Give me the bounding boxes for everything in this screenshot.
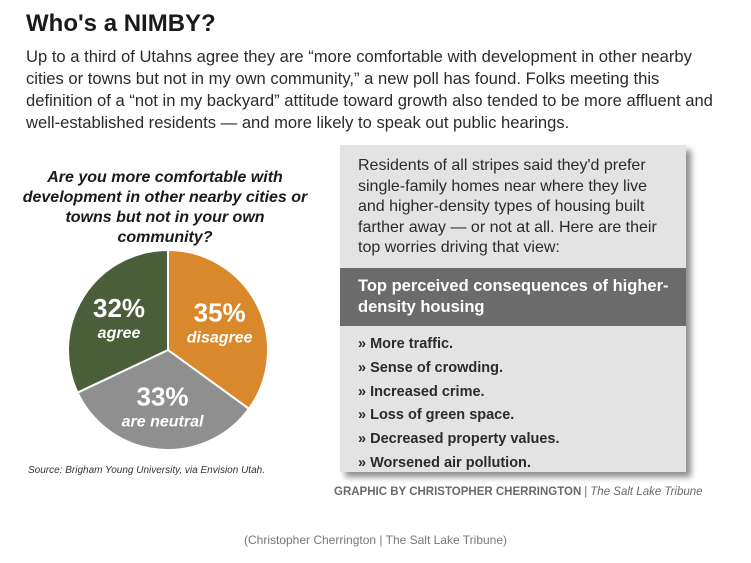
slice-value-label: 33% [137, 382, 189, 412]
list-item: » More traffic. [358, 336, 454, 352]
page-title: Who's a NIMBY? [26, 10, 216, 37]
pie-chart: 35% disagree 33% are neutral 32% agree [67, 248, 269, 451]
sidebar-heading: Top perceived consequences of higher-den… [358, 277, 669, 316]
slice-category-label: are neutral [122, 414, 204, 431]
credit-publication: The Salt Lake Tribune [590, 486, 703, 498]
list-item: » Increased crime. [358, 383, 485, 400]
pie-slice-are-neutral [76, 348, 251, 451]
source-note: Source: Brigham Young University, via En… [28, 465, 265, 476]
chart-title: Are you more comfortable with developmen… [22, 169, 308, 246]
list-item: » Worsened air pollution. [358, 454, 531, 471]
list-item: » Sense of crowding. [358, 359, 504, 376]
list-item: » Decreased property values. [358, 431, 560, 448]
credit-byline: GRAPHIC BY CHRISTOPHER CHERRINGTON [334, 486, 582, 498]
photo-caption: (Christopher Cherrington | The Salt Lake… [243, 533, 508, 547]
pie-slice-disagree [167, 248, 269, 411]
intro-paragraph: Up to a third of Utahns agree they are “… [26, 47, 713, 132]
credit-separator: | [584, 486, 588, 498]
slice-value-label: 32% [93, 293, 145, 323]
sidebar-heading-bar: Top perceived consequences of higher-den… [340, 268, 686, 326]
slice-category-label: disagree [187, 330, 253, 347]
graphic-credit: GRAPHIC BY CHRISTOPHER CHERRINGTON | The S… [334, 486, 703, 498]
slice-category-label: agree [98, 325, 141, 342]
consequences-list: » More traffic. » Sense of crowding. » I… [358, 333, 560, 476]
sidebar-box: Residents of all stripes said they'd pre… [340, 145, 686, 472]
list-item: » Loss of green space. [358, 407, 515, 424]
slice-value-label: 35% [194, 298, 246, 328]
sidebar-intro: Residents of all stripes said they'd pre… [358, 157, 657, 256]
pie-slice-agree [67, 248, 169, 394]
